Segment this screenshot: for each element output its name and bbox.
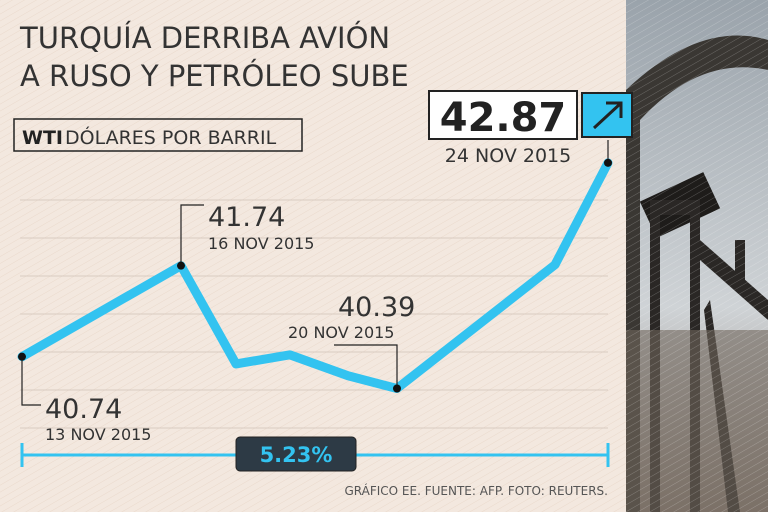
chart-title: TURQUÍA DERRIBA AVIÓN [19,21,390,55]
subtitle-box [13,118,303,152]
subtitle: DÓLARES POR BARRIL [65,125,277,149]
source: GRÁFICO EE. FUENTE: AFP. FOTO: REUTERS. [344,483,608,498]
leader-line [21,356,41,406]
change-box [235,436,357,472]
value-box [428,90,578,140]
point [177,261,185,270]
chart-title: A RUSO Y PETRÓLEO SUBE [20,59,409,93]
date-label: 16 NOV 2015 [208,234,314,253]
grid [20,199,608,429]
arrow [592,101,623,130]
date-label: 20 NOV 2015 [288,323,394,342]
date-label: 24 NOV 2015 [445,145,571,167]
point [393,384,401,393]
data-label: 40.39 [338,292,415,323]
date-label: 13 NOV 2015 [45,425,151,444]
change-label: 5.23% [260,443,333,467]
line [17,158,613,394]
leader-line [334,344,398,389]
leader-line [180,204,204,266]
background [0,0,626,512]
point [18,352,26,361]
photo [626,0,768,513]
subtitle-logo: WTI [22,127,63,149]
data-label: 41.74 [208,202,285,233]
data-label: 42.87 [440,95,567,141]
point [604,158,612,167]
data-label: 40.74 [45,394,122,425]
